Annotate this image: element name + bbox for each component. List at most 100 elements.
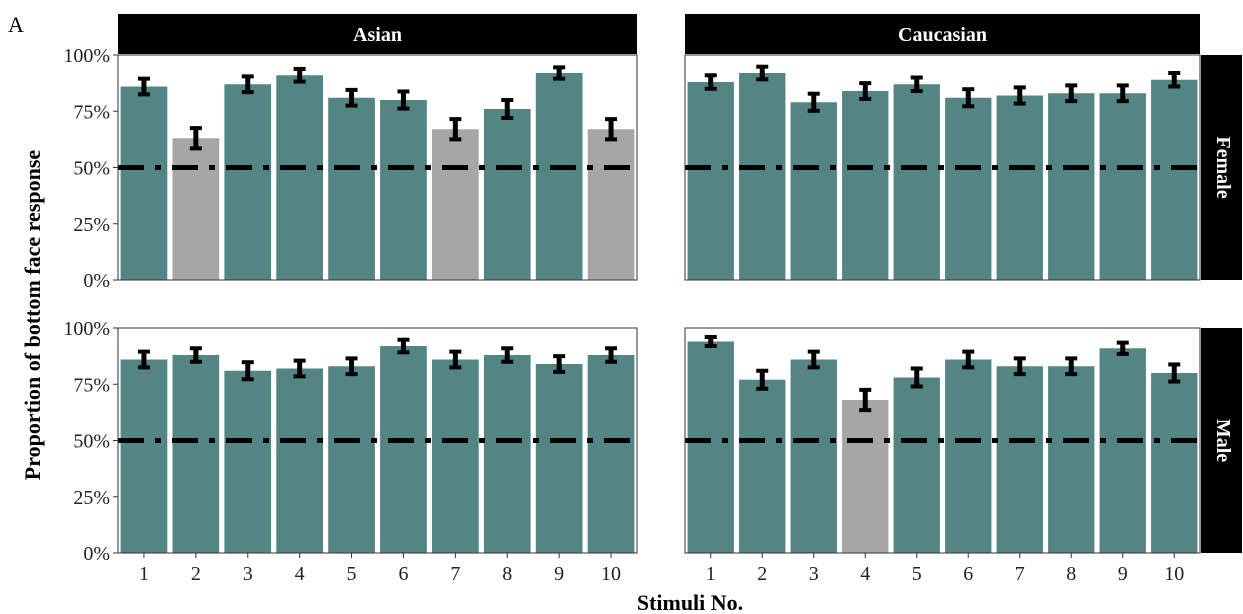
y-tick-label: 50%	[73, 431, 110, 453]
bar	[1099, 348, 1146, 553]
bar	[790, 359, 837, 553]
error-bar	[756, 368, 769, 391]
y-tick-label: 25%	[73, 487, 110, 509]
bar	[120, 359, 168, 553]
bar	[687, 341, 734, 553]
error-bar	[1013, 85, 1026, 106]
x-tick-label: 6	[398, 563, 408, 585]
error-bar	[1013, 356, 1026, 377]
x-tick-label: 5	[347, 563, 357, 585]
bar	[1151, 79, 1198, 280]
x-tick-label: 6	[963, 563, 973, 585]
error-bar	[1065, 83, 1078, 104]
error-bar	[1168, 362, 1181, 384]
error-bar	[397, 337, 410, 355]
x-tick-label: 1	[706, 563, 716, 585]
error-bar	[1168, 71, 1181, 89]
y-tick-label: 50%	[73, 158, 110, 180]
bar	[431, 129, 479, 280]
column-strip-asian	[118, 14, 637, 54]
y-tick-label: 75%	[73, 101, 110, 123]
bar	[1048, 366, 1095, 553]
bar	[224, 84, 272, 280]
panel-border	[684, 327, 1201, 554]
error-bar	[704, 335, 717, 348]
bar	[535, 73, 583, 280]
error-bar	[1116, 83, 1129, 104]
bar	[1151, 373, 1198, 553]
panel-label: A	[8, 12, 24, 37]
y-tick-label: 0%	[83, 270, 110, 292]
error-bar	[137, 76, 150, 97]
bar	[483, 355, 531, 553]
bar	[224, 370, 272, 553]
panel-border	[117, 327, 638, 554]
x-tick-label: 4	[295, 563, 305, 585]
bar	[380, 346, 427, 553]
panel-asian-female	[117, 54, 638, 281]
bar	[893, 84, 940, 280]
x-tick-label: 4	[860, 563, 870, 585]
y-tick-label: 75%	[73, 374, 110, 396]
error-bar	[553, 65, 566, 81]
row-strip-label: Female	[1212, 136, 1234, 198]
bar	[842, 400, 889, 553]
error-bar	[241, 74, 254, 95]
bar	[328, 366, 375, 553]
error-bar	[553, 354, 566, 374]
bar	[587, 129, 635, 280]
error-bar	[962, 349, 975, 370]
column-strip-label: Asian	[353, 24, 402, 46]
y-tick-label: 25%	[73, 214, 110, 236]
error-bar	[241, 360, 254, 382]
error-bar	[1116, 340, 1129, 356]
error-bar	[962, 87, 975, 109]
panel-caucasian-male	[684, 327, 1201, 554]
bar	[587, 355, 635, 553]
error-bar	[189, 346, 202, 364]
bar	[996, 95, 1043, 280]
bar	[996, 366, 1043, 553]
x-tick-label: 7	[450, 563, 460, 585]
bar	[893, 377, 940, 553]
error-bar	[501, 98, 514, 120]
error-bar	[807, 349, 820, 370]
bar	[790, 102, 837, 280]
x-tick-label: 2	[757, 563, 767, 585]
bar	[945, 359, 992, 553]
bar	[276, 368, 324, 553]
bar	[739, 73, 786, 280]
x-tick-label: 2	[191, 563, 201, 585]
bar	[739, 379, 786, 553]
x-axis-title: Stimuli No.	[637, 590, 743, 614]
error-bar	[1065, 356, 1078, 377]
error-bar	[345, 87, 358, 108]
x-tick-label: 3	[243, 563, 253, 585]
error-bar	[189, 126, 202, 151]
bar	[276, 75, 324, 280]
row-strip-female	[1201, 55, 1242, 280]
bar	[328, 97, 375, 280]
bar	[380, 100, 427, 280]
bar	[483, 109, 531, 280]
error-bar	[137, 349, 150, 370]
x-tick-label: 7	[1015, 563, 1025, 585]
x-tick-label: 5	[912, 563, 922, 585]
error-bar	[859, 81, 872, 101]
y-tick-label: 0%	[83, 543, 110, 565]
bar	[1099, 93, 1146, 280]
error-bar	[501, 346, 514, 364]
error-bar	[756, 64, 769, 82]
y-tick-label: 100%	[63, 45, 110, 67]
panel-border	[117, 54, 638, 281]
error-bar	[859, 387, 872, 413]
x-tick-label: 9	[554, 563, 564, 585]
x-tick-label: 8	[1066, 563, 1076, 585]
y-tick-label: 100%	[63, 318, 110, 340]
x-tick-label: 10	[1164, 563, 1184, 585]
x-tick-label: 10	[601, 563, 621, 585]
x-tick-label: 1	[139, 563, 149, 585]
error-bar	[910, 366, 923, 389]
panel-border	[684, 54, 1201, 281]
bar	[431, 359, 479, 553]
